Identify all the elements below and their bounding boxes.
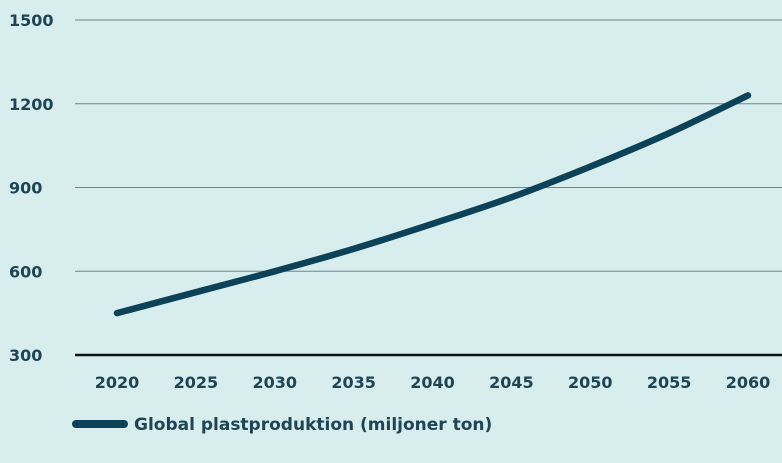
- x-tick-label: 2025: [174, 373, 219, 392]
- x-tick-label: 2055: [647, 373, 692, 392]
- x-tick-label: 2060: [726, 373, 771, 392]
- y-tick-label: 600: [9, 262, 42, 281]
- series-layer: [113, 92, 752, 317]
- x-tick-label: 2035: [331, 373, 376, 392]
- series-line: [113, 92, 752, 317]
- y-tick-label: 1200: [9, 95, 54, 114]
- x-tick-label: 2040: [410, 373, 455, 392]
- legend: Global plastproduktion (miljoner ton): [72, 415, 492, 435]
- x-tick-label: 2030: [252, 373, 297, 392]
- y-axis-ticks: 300 600 900 1200 1500: [9, 11, 54, 365]
- y-tick-label: 1500: [9, 11, 54, 30]
- y-tick-label: 900: [9, 179, 42, 198]
- y-tick-label: 300: [9, 346, 42, 365]
- x-tick-label: 2020: [95, 373, 140, 392]
- x-tick-label: 2050: [568, 373, 613, 392]
- legend-label: Global plastproduktion (miljoner ton): [134, 415, 492, 435]
- x-axis-ticks: 2020 2025 2030 2035 2040 2045 2050 2055 2060: [95, 373, 771, 392]
- x-tick-label: 2045: [489, 373, 534, 392]
- gridlines: [75, 19, 782, 357]
